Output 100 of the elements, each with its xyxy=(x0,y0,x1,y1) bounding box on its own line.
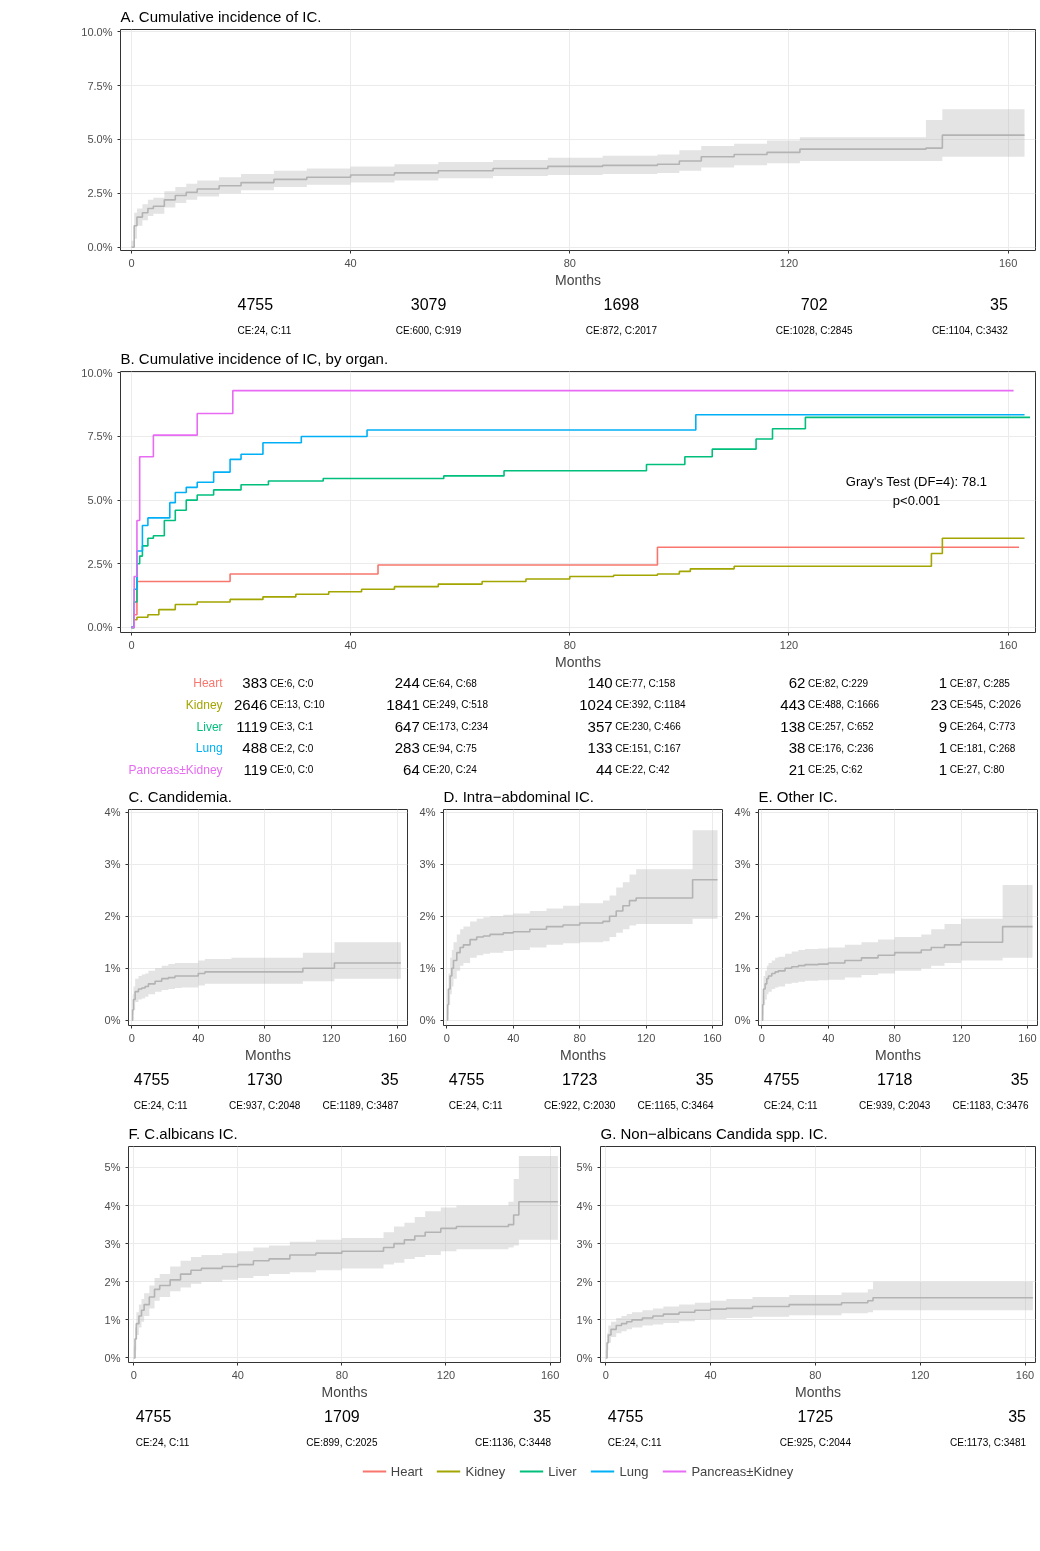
y-tick-label: 2% xyxy=(419,910,436,923)
x-tick-label: 0 xyxy=(128,1031,135,1044)
chart-title: B. Cumulative incidence of IC, by organ. xyxy=(120,349,389,367)
text: CE:939, C:2043 xyxy=(859,1100,931,1112)
text: CE:22, C:42 xyxy=(615,764,671,776)
text: CE:13, C:10 xyxy=(270,699,325,711)
y-tick-label: 1% xyxy=(104,1313,121,1326)
text: 9 xyxy=(938,717,948,735)
text: 62 xyxy=(788,674,806,692)
text: 35 xyxy=(1008,1407,1027,1425)
text: 133 xyxy=(587,739,613,757)
y-tick-label: 0.0% xyxy=(87,621,113,634)
y-tick-label: 0% xyxy=(104,1351,121,1364)
text: 23 xyxy=(930,695,948,713)
x-tick-label: 0 xyxy=(758,1031,765,1044)
text: 702 xyxy=(800,295,828,313)
x-axis-title: Months xyxy=(560,1046,606,1063)
text: 3079 xyxy=(410,295,447,313)
x-axis-title: Months xyxy=(555,271,601,288)
text: Kidney xyxy=(185,697,223,712)
text: 2646 xyxy=(234,695,268,713)
text: 35 xyxy=(533,1407,552,1425)
text: 1709 xyxy=(324,1407,360,1425)
text: CE:1165, C:3464 xyxy=(637,1100,714,1112)
y-tick-label: 7.5% xyxy=(87,79,113,92)
text: 4755 xyxy=(607,1407,644,1425)
text: 1718 xyxy=(876,1070,913,1088)
text: 35 xyxy=(990,295,1008,313)
text: CE:488, C:1666 xyxy=(808,699,880,711)
y-tick-label: 3% xyxy=(104,858,121,871)
text: 4755 xyxy=(237,295,274,313)
y-tick-label: 0% xyxy=(104,1014,121,1027)
x-tick-label: 0 xyxy=(128,638,135,651)
text: 38 xyxy=(788,739,806,757)
legend-label: Lung xyxy=(619,1463,649,1479)
text: CE:27, C:80 xyxy=(949,764,1005,776)
text: 138 xyxy=(780,717,806,735)
text: 44 xyxy=(595,760,613,778)
text: 283 xyxy=(394,739,420,757)
y-tick-label: 3% xyxy=(734,858,751,871)
y-tick-label: 1% xyxy=(104,962,121,975)
x-tick-label: 120 xyxy=(951,1031,971,1044)
chart-title: F. C.albicans IC. xyxy=(128,1124,238,1142)
x-tick-label: 120 xyxy=(436,1368,456,1381)
annotation: p<0.001 xyxy=(892,493,941,509)
text: CE:0, C:0 xyxy=(270,764,314,776)
text: CE:2, C:0 xyxy=(270,742,314,754)
y-tick-label: 1% xyxy=(576,1313,593,1326)
text: CE:24, C:11 xyxy=(237,325,292,337)
y-tick-label: 10.0% xyxy=(81,366,113,379)
x-tick-label: 80 xyxy=(335,1368,349,1381)
text: CE:181, C:268 xyxy=(949,742,1016,754)
text: 383 xyxy=(242,674,268,692)
x-tick-label: 80 xyxy=(809,1368,822,1381)
y-tick-label: 2% xyxy=(104,910,121,923)
y-tick-label: 0.0% xyxy=(87,241,113,254)
chart-title: D. Intra−abdominal IC. xyxy=(443,787,594,805)
text: 647 xyxy=(394,717,420,735)
text: CE:3, C:1 xyxy=(270,721,314,732)
text: CE:899, C:2025 xyxy=(306,1437,378,1449)
x-tick-label: 120 xyxy=(636,1031,656,1044)
y-tick-label: 5% xyxy=(104,1161,121,1174)
text: 1119 xyxy=(236,717,268,735)
text: CE:937, C:2048 xyxy=(229,1100,301,1112)
x-tick-label: 160 xyxy=(1018,1031,1037,1044)
text: 1725 xyxy=(797,1407,834,1425)
text: 1 xyxy=(938,674,948,692)
y-tick-label: 5.0% xyxy=(87,133,113,146)
x-tick-label: 80 xyxy=(258,1031,271,1044)
y-tick-label: 0% xyxy=(734,1014,751,1027)
y-tick-label: 4% xyxy=(576,1199,593,1212)
x-tick-label: 80 xyxy=(563,256,576,269)
x-tick-label: 120 xyxy=(779,256,799,269)
text: 488 xyxy=(242,739,268,757)
x-tick-label: 80 xyxy=(563,638,576,651)
text: 4755 xyxy=(135,1407,172,1425)
text: 1 xyxy=(938,739,948,757)
text: CE:1028, C:2845 xyxy=(775,325,853,337)
y-tick-label: 1% xyxy=(419,962,436,975)
x-tick-label: 160 xyxy=(1015,1368,1035,1381)
x-tick-label: 40 xyxy=(507,1031,520,1044)
y-tick-label: 3% xyxy=(104,1237,121,1250)
y-tick-label: 4% xyxy=(104,1199,121,1212)
text: 35 xyxy=(1010,1070,1029,1088)
text: 1841 xyxy=(386,695,420,713)
y-tick-label: 2.5% xyxy=(87,557,113,570)
text: 119 xyxy=(243,760,268,778)
x-tick-label: 160 xyxy=(998,256,1018,269)
legend-label: Heart xyxy=(390,1463,423,1479)
text: CE:176, C:236 xyxy=(808,742,875,754)
x-axis-title: Months xyxy=(875,1046,921,1063)
text: 1024 xyxy=(579,695,613,713)
chart-title: A. Cumulative incidence of IC. xyxy=(120,7,322,25)
x-tick-label: 80 xyxy=(573,1031,586,1044)
text: CE:545, C:2026 xyxy=(949,699,1022,711)
text: CE:20, C:24 xyxy=(422,764,478,776)
text: CE:600, C:919 xyxy=(395,325,462,337)
text: Lung xyxy=(195,741,223,756)
text: 4755 xyxy=(763,1070,800,1088)
text: Pancreas±Kidney xyxy=(128,762,223,777)
